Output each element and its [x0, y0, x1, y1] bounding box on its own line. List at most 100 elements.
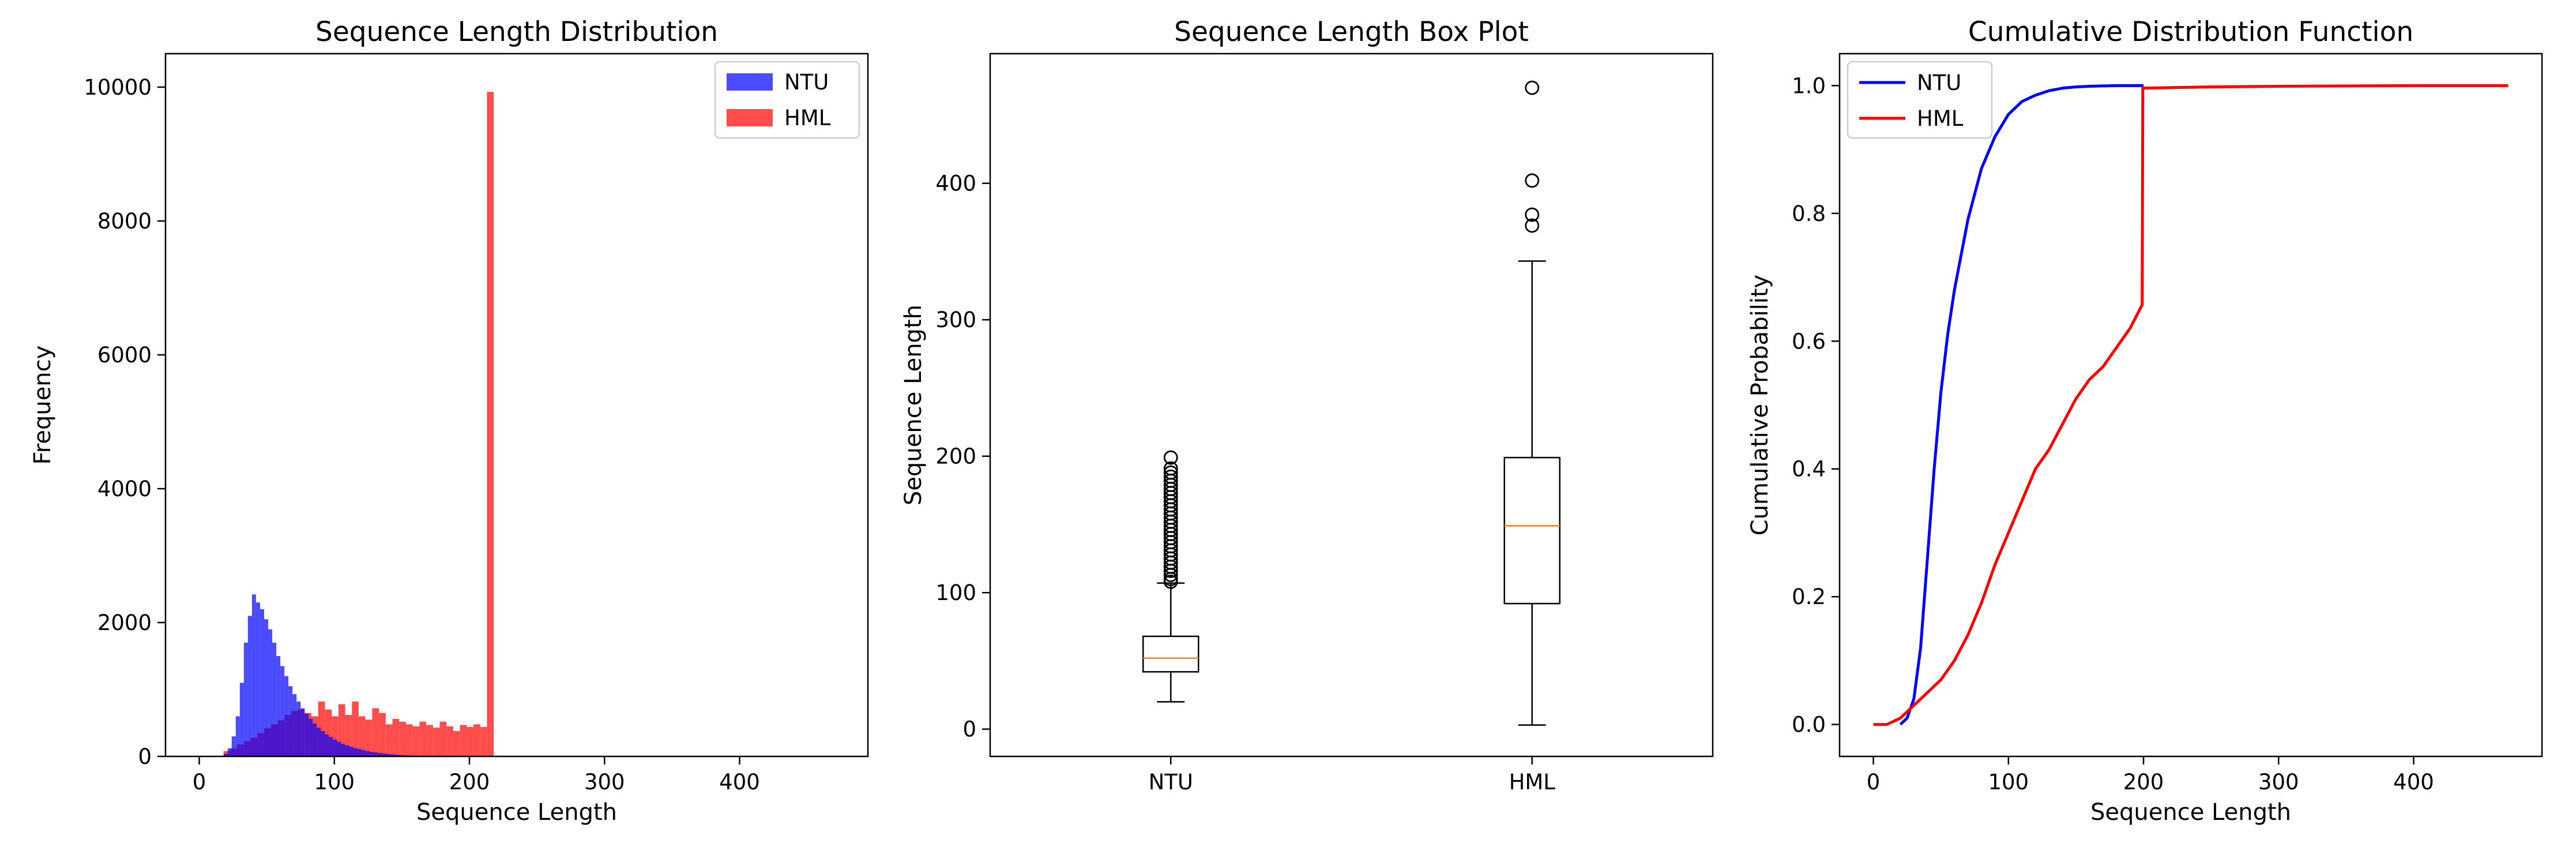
histogram-bar-ntu [235, 716, 240, 756]
histogram-bar-hml [453, 730, 460, 756]
legend-label-ntu: NTU [784, 70, 829, 95]
histogram-bar-ntu [345, 745, 349, 756]
histogram-bar-ntu [272, 642, 277, 756]
histogram-bar-ntu [247, 616, 252, 756]
histogram-bar-ntu [353, 748, 358, 756]
histogram-bar-ntu [361, 749, 366, 756]
histogram-bar-ntu [284, 676, 289, 756]
outlier-point [1163, 450, 1178, 465]
histogram-bar-ntu [377, 752, 382, 756]
chart-title: Sequence Length Distribution [315, 16, 718, 48]
histogram-bar-ntu [385, 754, 390, 756]
histogram-bar-hml [318, 701, 325, 756]
y-tick-label: 0.6 [1792, 329, 1826, 354]
histogram-bar-ntu [321, 730, 325, 756]
x-tick-label: 0 [1867, 770, 1881, 794]
legend-label-hml: HML [1917, 106, 1964, 131]
axes-frame [1838, 53, 2543, 758]
x-axis-label: Sequence Length [2090, 799, 2291, 826]
y-tick-label: 200 [935, 444, 976, 469]
histogram-bar-ntu [341, 743, 345, 756]
outlier-point [1163, 461, 1178, 476]
histogram-bar-ntu [243, 642, 248, 756]
y-tick-label: 8000 [97, 209, 152, 234]
x-tick-label: 400 [2393, 770, 2434, 794]
histogram-bar-ntu [309, 719, 313, 756]
histogram-bar-ntu [251, 594, 256, 756]
histogram-bar-ntu [227, 748, 232, 756]
boxplot-panel: NTU HML Sequence Length Box Plot Sequence L… [900, 16, 1714, 794]
histogram-bar-hml [405, 724, 413, 756]
histogram-bar-ntu [313, 724, 317, 756]
y-tick-label: 0 [962, 717, 976, 742]
histogram-bar-ntu [288, 686, 293, 756]
histogram-bar-hml [467, 726, 474, 756]
box-ntu [1142, 635, 1199, 673]
y-tick-label: 400 [935, 171, 976, 196]
histogram-panel: Sequence Length Distribution Sequence Len… [29, 16, 869, 826]
histogram-bar-hml [392, 719, 400, 756]
outlier-point [1163, 465, 1178, 480]
legend-swatch-hml [727, 109, 773, 126]
x-tick-label: 0 [193, 770, 206, 794]
histogram-bar-ntu [373, 752, 378, 756]
y-tick-label: 2000 [97, 610, 152, 635]
histogram-bar-ntu [365, 751, 370, 756]
histogram-bar-hml [365, 719, 373, 756]
histogram-bar-ntu [317, 728, 321, 756]
x-tick-label: NTU [1149, 770, 1193, 794]
histogram-bar-ntu [292, 694, 297, 756]
histogram-bar-ntu [349, 747, 354, 756]
x-tick-label: 100 [314, 770, 355, 794]
x-tick-label: 400 [719, 770, 760, 794]
histogram-bar-ntu [381, 753, 386, 756]
histogram-bar-hml [325, 709, 332, 756]
histogram-bar-ntu [325, 734, 329, 756]
histogram-bar-hml [473, 724, 480, 756]
outlier-point [1163, 469, 1178, 484]
histogram-bar-hml [399, 721, 406, 756]
histogram-bar-ntu [397, 755, 402, 756]
histogram-bar-ntu [393, 754, 398, 756]
chart-title: Sequence Length Box Plot [1174, 16, 1529, 48]
histogram-bar-hml [439, 721, 447, 756]
histogram-bar-hml [338, 704, 345, 756]
histogram-bar-ntu [337, 741, 341, 756]
y-axis-label: Cumulative Probability [1747, 275, 1773, 535]
legend-label-hml: HML [784, 106, 831, 130]
axes-frame [989, 53, 1714, 758]
histogram-bar-ntu [260, 609, 264, 756]
x-tick-label: HML [1509, 770, 1556, 794]
x-tick-label: 200 [2123, 770, 2164, 794]
histogram-bar-hml [460, 725, 467, 756]
y-tick-label: 0.0 [1792, 713, 1826, 737]
y-tick-label: 0 [138, 744, 152, 769]
histogram-bar-ntu [239, 683, 244, 756]
histogram-bar-ntu [304, 713, 309, 756]
histogram-bar-ntu [276, 656, 281, 756]
histogram-bar-ntu [264, 619, 269, 756]
y-axis-label: Sequence Length [900, 305, 927, 505]
legend-label-ntu: NTU [1917, 70, 1961, 95]
cdf-panel: Cumulative Distribution Function Sequence… [1747, 16, 2543, 826]
y-axis-label: Frequency [29, 346, 56, 465]
histogram-bar-ntu [296, 701, 301, 756]
outlier-point [1525, 173, 1540, 188]
cdf-line-ntu [1899, 84, 2143, 726]
histogram-bar-ntu [280, 666, 285, 756]
y-tick-label: 10000 [84, 75, 152, 100]
y-tick-label: 6000 [97, 343, 152, 368]
histogram-bar-hml [352, 701, 359, 756]
cdf-line-hml [1873, 84, 2509, 726]
x-axis-label: Sequence Length [416, 799, 617, 826]
y-tick-label: 1.0 [1792, 73, 1826, 98]
histogram-bar-hml [412, 726, 420, 756]
histogram-bar-ntu [369, 751, 374, 756]
histogram-bar-hml [446, 726, 453, 756]
histogram-bar-ntu [329, 737, 333, 756]
histogram-bar-hml [487, 92, 494, 756]
x-tick-label: 300 [2258, 770, 2299, 794]
histogram-bar-hml [426, 725, 433, 756]
histogram-bar-ntu [268, 629, 273, 756]
